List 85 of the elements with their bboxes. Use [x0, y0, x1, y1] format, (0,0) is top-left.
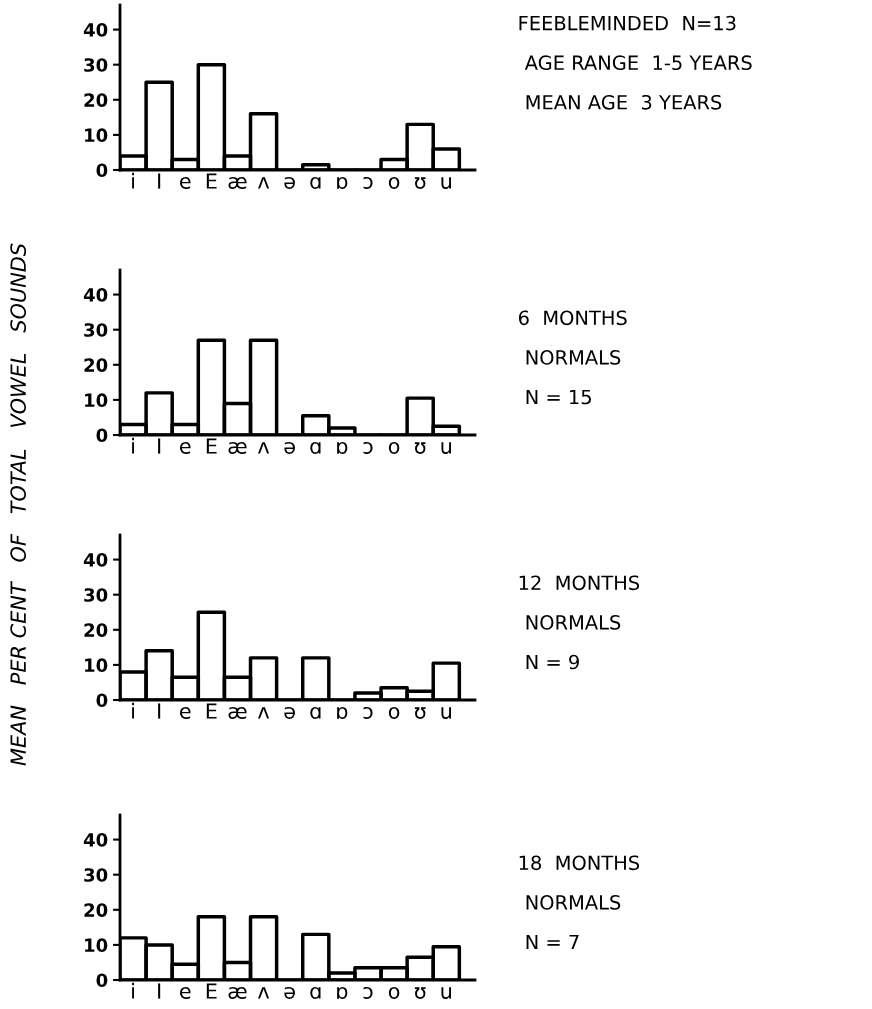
x-tick-label: ə — [284, 176, 295, 189]
x-tick-label: ɑ — [310, 176, 321, 189]
x-tick-label: e — [180, 441, 191, 454]
x-tick-label: e — [180, 986, 191, 999]
y-tick-label: 20 — [84, 903, 108, 917]
x-tick-label: ɒ — [337, 441, 348, 454]
y-tick-label: 10 — [85, 938, 108, 953]
x-tick-label: i — [132, 437, 134, 454]
x-tick-label: u — [441, 441, 451, 454]
x-tick-label: ɔ — [363, 706, 373, 719]
x-tick-label: I — [158, 983, 161, 999]
y-tick-label: 20 — [84, 623, 108, 637]
y-tick-label: 30 — [84, 588, 108, 602]
x-tick-label: ʊ — [414, 442, 426, 454]
x-tick-label: E — [206, 173, 217, 189]
x-tick-label: ʊ — [414, 177, 426, 189]
x-tick-label: ɑ — [310, 706, 321, 719]
x-tick-label: o — [388, 176, 400, 189]
y-tick-label: 0 — [96, 163, 108, 178]
y-tick-label: 30 — [84, 323, 108, 337]
x-tick-label: u — [441, 176, 451, 189]
x-tick-label: ʊ — [414, 707, 426, 719]
x-tick-label: ɔ — [363, 986, 373, 999]
x-tick-label: o — [388, 441, 400, 454]
y-tick-label: 10 — [85, 658, 108, 673]
y-tick-label: 10 — [85, 128, 108, 143]
x-tick-label: u — [441, 986, 451, 999]
x-tick-label: I — [158, 173, 161, 189]
text: N = 7 — [526, 934, 579, 950]
x-tick-label: ʌ — [258, 987, 270, 999]
text: NORMALS — [526, 615, 621, 630]
y-tick-label: 40 — [83, 553, 108, 567]
x-tick-label: E — [206, 983, 217, 999]
x-tick-label: E — [206, 438, 217, 454]
x-tick-label: I — [158, 703, 161, 719]
x-tick-label: u — [441, 706, 451, 719]
x-tick-label: ʊ — [414, 987, 426, 999]
y-tick-label: 0 — [96, 693, 108, 708]
x-tick-label: ɒ — [337, 706, 348, 719]
x-tick-label: ɑ — [310, 986, 321, 999]
x-tick-label: e — [180, 176, 191, 189]
x-tick-label: ɒ — [337, 986, 348, 999]
x-tick-label: i — [132, 702, 134, 719]
x-tick-label: ə — [284, 706, 295, 719]
y-axis-title: MEAN PER CENT OF TOTAL VOWEL SOUNDS — [10, 243, 27, 766]
x-tick-label: ɔ — [363, 441, 373, 454]
x-tick-label: i — [132, 172, 134, 189]
x-tick-label: ʌ — [258, 177, 270, 189]
x-tick-label: æ — [228, 706, 247, 719]
text: 6 MONTHS — [518, 310, 627, 326]
x-tick-label: I — [158, 438, 161, 454]
text: 18 MONTHS — [519, 855, 640, 871]
text: 12 MONTHS — [519, 575, 640, 591]
y-tick-label: 40 — [83, 833, 108, 847]
x-tick-label: ɒ — [337, 176, 348, 189]
x-tick-label: o — [388, 706, 400, 719]
x-tick-label: ʌ — [258, 707, 270, 719]
x-tick-label: ɑ — [310, 441, 321, 454]
x-tick-label: æ — [228, 986, 247, 999]
y-tick-label: 10 — [85, 393, 108, 408]
x-tick-label: ə — [284, 441, 295, 454]
x-tick-label: æ — [228, 176, 247, 189]
y-tick-label: 0 — [96, 428, 108, 443]
text: NORMALS — [526, 350, 621, 365]
x-tick-label: o — [388, 986, 400, 999]
text: MEAN AGE 3 YEARS — [526, 94, 722, 110]
text: FEEBLEMINDED N=13 — [519, 15, 736, 31]
x-tick-label: E — [206, 703, 217, 719]
x-tick-label: ʌ — [258, 442, 270, 454]
y-tick-label: 30 — [84, 868, 108, 882]
y-tick-label: 40 — [83, 288, 108, 302]
text: N = 15 — [526, 389, 591, 405]
x-tick-label: ə — [284, 986, 295, 999]
x-tick-label: e — [180, 706, 191, 719]
y-tick-label: 40 — [83, 23, 108, 37]
x-tick-label: ɔ — [363, 176, 373, 189]
y-tick-label: 0 — [96, 973, 108, 988]
y-tick-label: 20 — [84, 93, 108, 107]
y-tick-label: 20 — [84, 358, 108, 372]
text: AGE RANGE 1-5 YEARS — [524, 55, 752, 71]
y-tick-label: 30 — [84, 58, 108, 72]
x-tick-label: i — [132, 982, 134, 999]
text: NORMALS — [526, 895, 621, 910]
text: N = 9 — [526, 654, 579, 670]
x-tick-label: æ — [228, 441, 247, 454]
